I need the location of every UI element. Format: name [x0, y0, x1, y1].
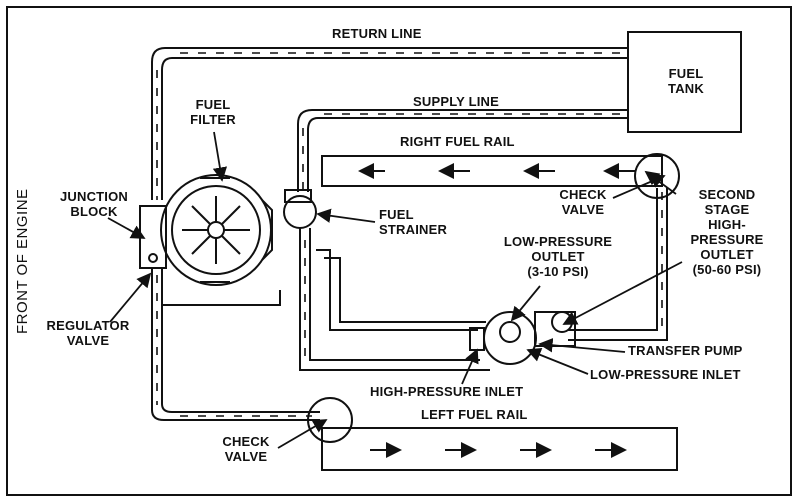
right-fuel-rail-label: RIGHT FUEL RAIL — [400, 134, 515, 149]
low-pressure-outlet-label: LOW-PRESSURE OUTLET (3-10 PSI) — [503, 234, 613, 279]
junction-block-label: JUNCTION BLOCK — [59, 189, 129, 219]
fuel-tank-label: FUEL TANK — [668, 66, 704, 96]
regulator-valve-label: REGULATOR VALVE — [46, 318, 130, 348]
check-valve-right-circle — [634, 153, 680, 199]
fuel-strainer-label: FUEL STRAINER — [379, 207, 448, 237]
second-stage-label: SECOND STAGE HIGH- PRESSURE OUTLET (50-6… — [690, 187, 764, 277]
high-pressure-inlet-label: HIGH-PRESSURE INLET — [370, 384, 524, 399]
right-fuel-rail-box — [321, 155, 663, 187]
fuel-filter-label: FUEL FILTER — [190, 97, 236, 127]
front-of-engine-label: FRONT OF ENGINE — [14, 188, 31, 334]
fuel-tank-box — [627, 31, 742, 133]
low-pressure-inlet-label: LOW-PRESSURE INLET — [590, 367, 741, 382]
return-line-label: RETURN LINE — [332, 26, 422, 41]
check-valve-right-label: CHECK VALVE — [559, 187, 607, 217]
check-valve-left-circle — [307, 397, 353, 443]
transfer-pump-label: TRANSFER PUMP — [628, 343, 743, 358]
return-line — [151, 47, 628, 200]
supply-line — [297, 109, 628, 192]
transfer-pump-circle — [483, 311, 537, 365]
supply-line-label: SUPPLY LINE — [413, 94, 500, 109]
check-valve-left-label: CHECK VALVE — [222, 434, 270, 464]
fuel-filter-circle — [160, 174, 272, 286]
left-fuel-rail-box — [321, 427, 678, 471]
left-fuel-rail-label: LEFT FUEL RAIL — [421, 407, 528, 422]
diagram-border — [6, 6, 792, 496]
